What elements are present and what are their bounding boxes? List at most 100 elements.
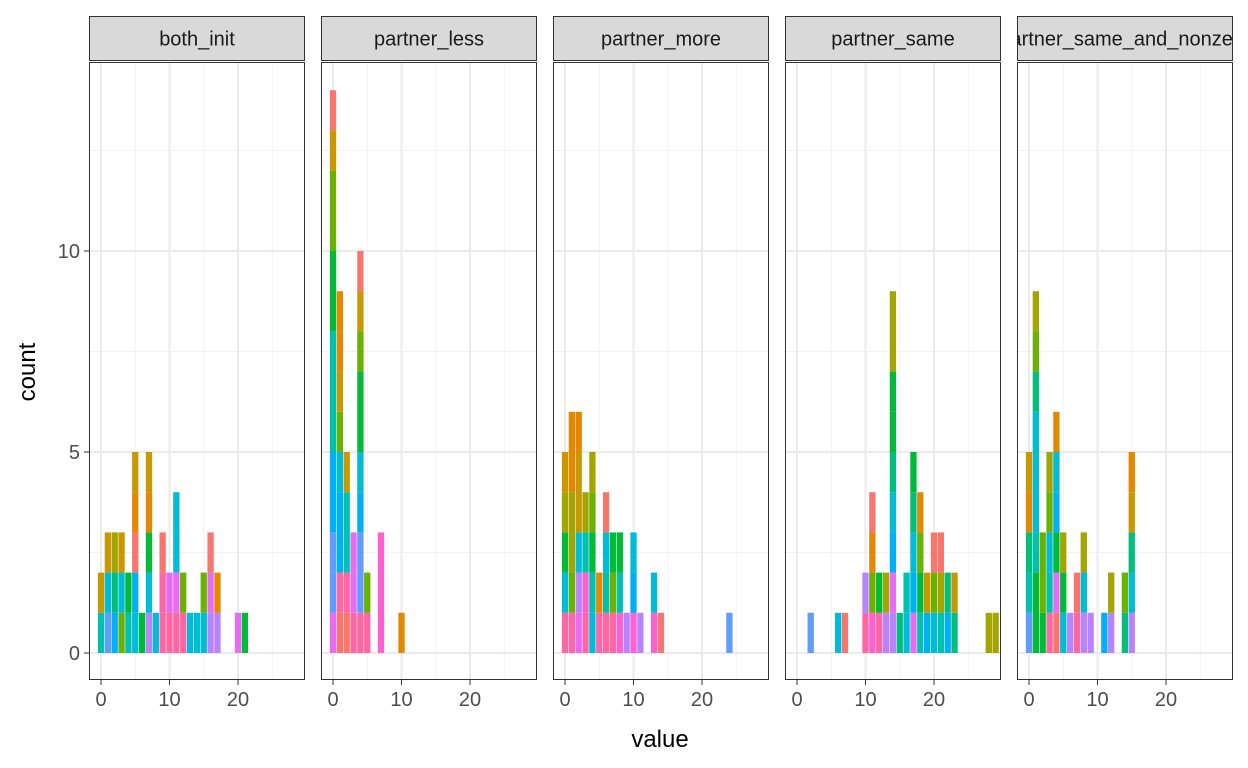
bar-segment — [917, 572, 924, 613]
bar-segment — [145, 492, 153, 533]
bar-segment — [214, 612, 221, 653]
bar-segment — [1025, 572, 1033, 613]
bar-segment — [350, 572, 357, 613]
bar-segment — [200, 612, 207, 653]
bar-segment — [623, 612, 630, 653]
bar-segment — [398, 612, 405, 653]
bar-segment — [1053, 452, 1060, 493]
facet-strip-label: partner_less — [374, 29, 484, 51]
bar-segment — [903, 612, 910, 653]
bar-segment — [159, 612, 166, 653]
panel-border — [321, 62, 537, 680]
bar-segment — [357, 291, 364, 332]
x-tick-label: 0 — [95, 689, 106, 711]
facet-strip — [1017, 16, 1233, 61]
bar-segment — [889, 411, 897, 452]
x-tick-label: 20 — [1155, 689, 1177, 711]
bar-segment — [173, 532, 180, 573]
bar-segment — [862, 612, 869, 653]
bar-segment — [1053, 612, 1060, 653]
bar-segment — [145, 452, 153, 493]
bar-segment — [145, 532, 153, 573]
bar-segment — [882, 572, 890, 613]
bar-segment — [336, 291, 344, 332]
bar-segment — [111, 572, 118, 613]
bar-segment — [910, 572, 917, 613]
bar-segment — [343, 612, 350, 653]
bar-segment — [214, 572, 221, 613]
bar-segment — [561, 452, 569, 493]
bar-segment — [869, 612, 876, 653]
bar-segment — [1032, 331, 1040, 372]
facet-panel: partner_same 0 10 20 — [785, 16, 1001, 711]
panel-background — [321, 62, 537, 680]
bar-segment — [357, 251, 364, 292]
bar-segment — [923, 572, 931, 613]
bar-segment — [889, 532, 897, 573]
bar-segment — [650, 612, 658, 653]
bar-segment — [589, 452, 596, 493]
bar-segment — [841, 612, 849, 653]
bar-segment — [917, 492, 924, 533]
panel-background — [553, 62, 769, 680]
bar-segment — [937, 612, 945, 653]
bar-segment — [910, 452, 917, 493]
bar-segment — [1053, 572, 1060, 613]
bar-segment — [1032, 411, 1040, 533]
bar-segment — [1032, 291, 1040, 332]
bar-segment — [582, 572, 589, 613]
bar-segment — [568, 492, 576, 573]
bar-segment — [1053, 492, 1060, 533]
bar-segment — [1032, 532, 1040, 573]
bar-segment — [1053, 411, 1060, 452]
x-tick-label: 10 — [854, 689, 876, 711]
bar-segment — [568, 411, 576, 452]
bar-segment — [180, 572, 187, 613]
facet-strip-label: both_init — [159, 29, 235, 51]
bar-segment — [807, 612, 814, 653]
x-tick-label: 0 — [559, 689, 570, 711]
bar-segment — [357, 331, 364, 372]
bar-segment — [343, 452, 350, 493]
bar-segment — [582, 532, 589, 573]
facet-panel: both_init 0 10 20 — [89, 16, 305, 711]
bar-segment — [602, 572, 610, 613]
bar-segment — [357, 492, 364, 533]
bar-segment — [951, 572, 958, 613]
bar-segment — [917, 612, 924, 653]
bar-segment — [596, 612, 603, 653]
bar-segment — [609, 572, 617, 613]
bar-segment — [896, 612, 903, 653]
bar-segment — [575, 411, 582, 452]
bar-segment — [207, 572, 214, 613]
bar-segment — [637, 612, 644, 653]
bar-segment — [118, 612, 125, 653]
bar-segment — [944, 572, 951, 613]
bar-segment — [118, 532, 125, 573]
bar-segment — [575, 612, 582, 653]
bar-segment — [1121, 572, 1129, 613]
bar-segment — [1080, 532, 1087, 573]
bar-segment — [1039, 532, 1046, 613]
bar-segment — [166, 572, 173, 613]
bar-segment — [173, 572, 180, 613]
bar-segment — [180, 612, 187, 653]
bar-segment — [889, 371, 897, 412]
bar-segment — [1101, 612, 1108, 653]
bar-segment — [1087, 612, 1094, 653]
bar-segment — [125, 572, 132, 613]
bar-segment — [582, 612, 589, 653]
bar-segment — [329, 331, 337, 452]
facet-strip — [321, 16, 537, 61]
bar-segment — [357, 371, 364, 452]
bar-segment — [1128, 532, 1135, 573]
bar-segment — [336, 331, 344, 372]
bar-segment — [329, 572, 337, 613]
bar-segment — [1073, 572, 1081, 613]
bar-segment — [589, 532, 596, 573]
bar-segment — [876, 612, 883, 653]
bar-segment — [616, 532, 623, 573]
bar-segment — [561, 572, 569, 613]
bar-segment — [377, 532, 385, 653]
bar-segment — [910, 492, 917, 533]
